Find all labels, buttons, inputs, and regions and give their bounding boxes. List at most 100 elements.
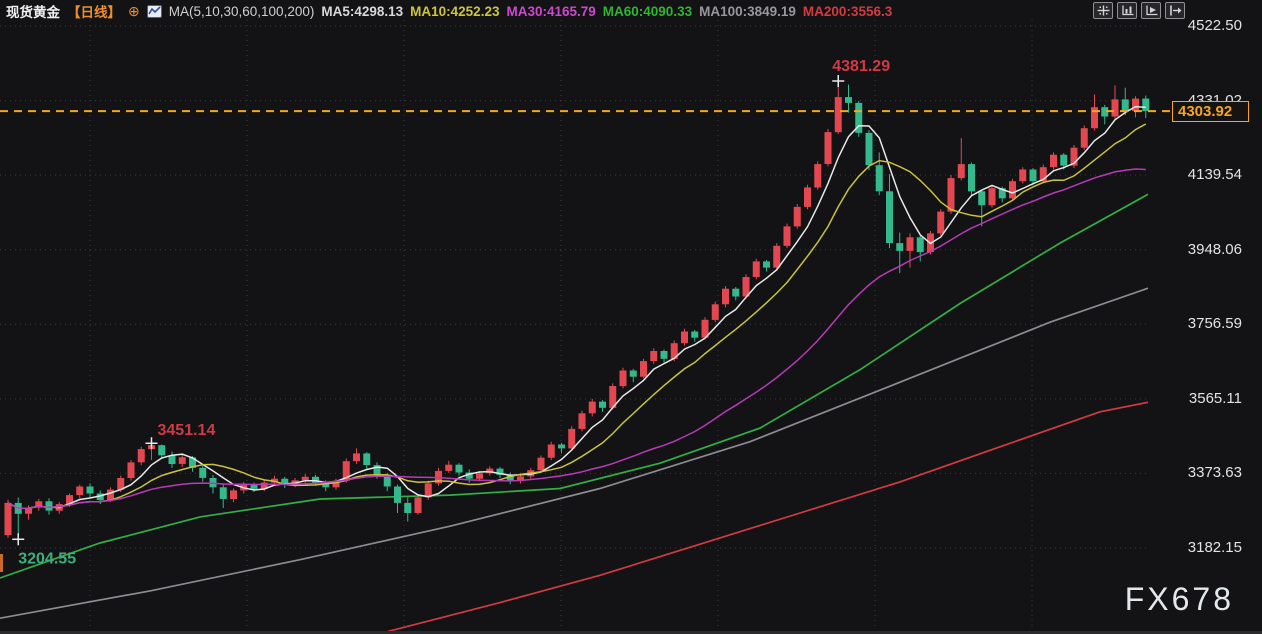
candle-body xyxy=(342,461,350,481)
period-selector[interactable]: 【日线】 xyxy=(67,5,121,20)
ma-line-ma200 xyxy=(387,401,1149,633)
candle-body xyxy=(404,502,412,513)
candle-body xyxy=(107,489,114,501)
last-price-value: 4303.92 xyxy=(1178,103,1233,121)
y-axis-label: 3373.63 xyxy=(1187,464,1242,482)
candles xyxy=(4,80,1150,540)
candle-body xyxy=(219,487,227,499)
add-compare-icon[interactable]: ⊕ xyxy=(128,3,140,19)
candle-body xyxy=(773,245,781,268)
ma5-value: MA5:4298.13 xyxy=(321,3,404,19)
chart-toolbar xyxy=(1093,2,1185,19)
candle-body xyxy=(742,277,750,297)
candle-body xyxy=(1019,169,1027,182)
candle-body xyxy=(793,206,801,227)
candle-body xyxy=(640,361,647,377)
candle-body xyxy=(96,493,104,501)
watermark: FX678 xyxy=(1124,581,1234,617)
y-axis[interactable]: 4522.50 4331.02 4139.54 3948.06 3756.59 3565.… xyxy=(1155,0,1245,634)
price-annotation: 4381.29 xyxy=(832,58,890,87)
candle-body xyxy=(814,164,822,188)
indicator-icon[interactable] xyxy=(146,4,162,18)
candle-body xyxy=(547,444,555,458)
candle-body xyxy=(957,164,965,179)
last-price-tag: 4303.92 xyxy=(1172,101,1249,123)
candle-body xyxy=(86,486,94,494)
candle-body xyxy=(168,455,176,464)
candle-body xyxy=(998,188,1006,199)
candle-body xyxy=(588,401,596,414)
candle-body xyxy=(373,465,381,475)
ma60-value: MA60:4090.33 xyxy=(602,3,693,19)
candle-body xyxy=(1091,107,1098,129)
ma-line-ma5 xyxy=(7,105,1146,510)
annotation-label: 4381.29 xyxy=(832,58,890,75)
ma-settings-label: MA(5,10,30,60,100,200) xyxy=(168,3,315,19)
pan-right-button[interactable] xyxy=(1165,2,1185,19)
candle-body xyxy=(35,501,43,508)
candle-body xyxy=(25,507,32,514)
candle-body xyxy=(1029,169,1037,182)
candle-body xyxy=(650,351,658,362)
ma-line-ma10 xyxy=(7,123,1147,510)
annotation-label: 3451.14 xyxy=(158,422,216,439)
y-axis-label: 3948.06 xyxy=(1187,240,1242,258)
candle-body xyxy=(322,482,330,488)
candle-body xyxy=(834,97,842,133)
candle-body xyxy=(76,486,84,496)
chart-header: 现货黄金 【日线】 ⊕ MA(5,10,30,60,100,200) MA5:4… xyxy=(6,2,893,21)
price-annotation: 3451.14 xyxy=(145,422,216,450)
candle-body xyxy=(988,188,996,206)
candle-body xyxy=(1111,99,1119,117)
candle-body xyxy=(916,237,924,253)
candle-body xyxy=(568,428,576,449)
candle-body xyxy=(363,453,371,466)
candle-body xyxy=(260,482,268,489)
candle-body xyxy=(476,473,483,479)
candle-body xyxy=(701,319,709,338)
left-edge-marker xyxy=(0,554,3,572)
candle-body xyxy=(681,331,688,344)
go-to-latest-button[interactable] xyxy=(1141,2,1161,19)
candle-body xyxy=(896,243,904,251)
candle-body xyxy=(660,351,668,359)
candle-body xyxy=(199,467,207,478)
price-annotation: 3204.55 xyxy=(12,533,76,567)
candle-body xyxy=(578,413,586,429)
candle-body xyxy=(1132,98,1139,112)
y-axis-label: 4139.54 xyxy=(1187,166,1242,184)
candle-body xyxy=(824,132,832,164)
candle-body xyxy=(763,261,770,268)
candle-body xyxy=(670,343,678,359)
candle-body xyxy=(947,178,955,212)
candle-body xyxy=(855,102,863,133)
candle-body xyxy=(537,457,545,471)
candle-body xyxy=(558,444,565,449)
y-axis-label: 3182.15 xyxy=(1187,539,1242,556)
candle-body xyxy=(978,191,986,206)
candle-body xyxy=(1121,99,1129,112)
candle-body xyxy=(1060,154,1068,166)
candle-body xyxy=(886,191,893,244)
candle-body xyxy=(906,237,914,251)
scale-axis-button[interactable] xyxy=(1117,2,1137,19)
candle-body xyxy=(445,464,453,471)
candle-body xyxy=(1101,107,1109,117)
candle-body xyxy=(230,490,237,499)
candle-body xyxy=(804,187,811,207)
crosshair-tool-button[interactable] xyxy=(1093,2,1113,19)
candle-body xyxy=(178,457,186,464)
candle-body xyxy=(66,495,73,505)
y-axis-label: 3565.11 xyxy=(1188,389,1242,407)
ma30-value: MA30:4165.79 xyxy=(506,3,596,19)
candle-body xyxy=(496,468,504,475)
candle-body xyxy=(845,97,852,103)
candle-body xyxy=(1142,98,1150,112)
candle-body xyxy=(732,288,740,297)
ma200-value: MA200:3556.3 xyxy=(802,3,893,19)
candle-body xyxy=(45,501,53,511)
candle-body xyxy=(127,462,135,478)
candle-body xyxy=(711,304,719,320)
candle-body xyxy=(353,453,360,462)
